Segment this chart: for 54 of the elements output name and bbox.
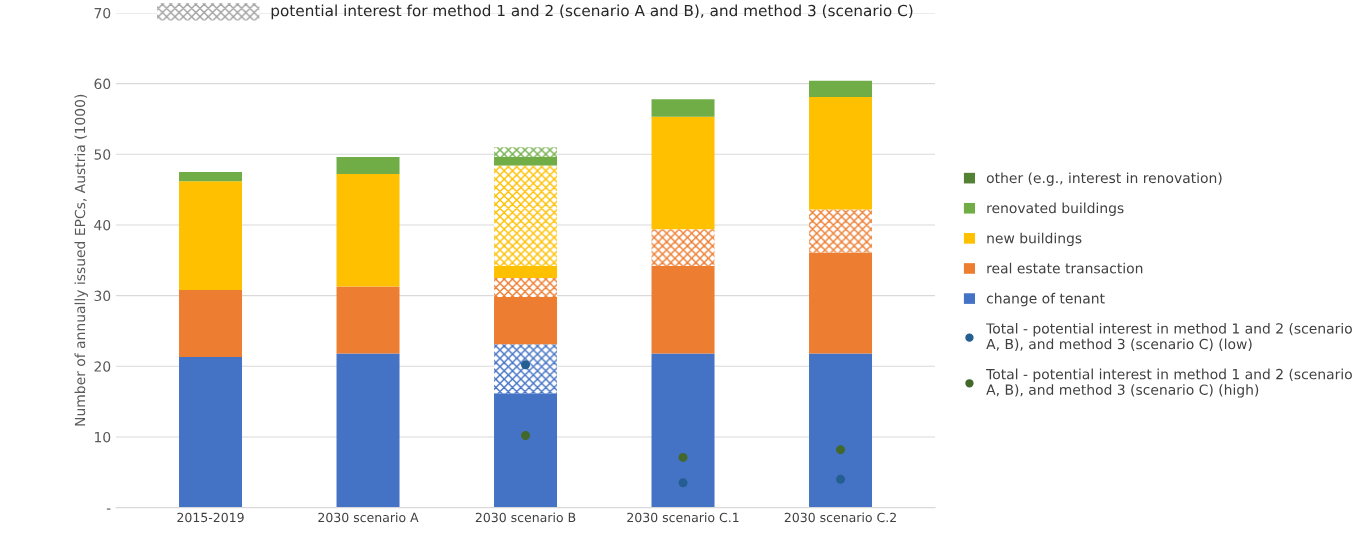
bar: [494, 297, 558, 345]
bar: [651, 229, 715, 266]
point: [521, 431, 531, 441]
legend-label: renovated buildings: [987, 202, 1124, 216]
bar: [651, 265, 715, 354]
y-axis-title: Number of annually issued EPCs, Austria (1000): [74, 94, 88, 426]
bar: [336, 174, 400, 287]
point: [678, 478, 688, 488]
legend-label: new buildings: [987, 232, 1082, 247]
bar: [809, 252, 873, 354]
legend-label: Total - potential interest in method 1 and 2 (scenario A, B), and method 3 (scenario C) (high): [986, 368, 1352, 398]
bar: [651, 99, 715, 117]
bar: [809, 209, 873, 253]
bar: [336, 353, 400, 508]
bar: [651, 116, 715, 230]
bar: [809, 97, 873, 210]
x-tick-label: 2030 scenario C.2: [784, 512, 896, 523]
y-tick-label: 10: [95, 431, 111, 443]
bar: [494, 265, 558, 278]
bar: [494, 165, 558, 266]
y-tick-label: 20: [94, 361, 111, 372]
bar: [494, 393, 558, 508]
x-tick-label: 2030 scenario C.1: [627, 512, 739, 523]
legend-label: change of tenant: [986, 292, 1105, 307]
bar: [336, 286, 400, 354]
bar: [179, 357, 243, 508]
point: [836, 474, 846, 484]
bar: [809, 353, 873, 508]
bar: [494, 147, 558, 158]
bar: [809, 80, 873, 98]
bar: [494, 157, 558, 166]
bar: [179, 181, 243, 290]
bar: [336, 157, 400, 175]
bar: [494, 277, 558, 298]
legend-label: Total - potential interest in method 1 and 2 (scenario A, B), and method 3 (scenario C) (low): [986, 322, 1352, 351]
y-tick-label: 30: [94, 290, 111, 302]
x-tick-label: 2015-2019: [177, 512, 244, 523]
y-tick-label: -: [106, 508, 111, 510]
y-tick-label: 60: [94, 78, 111, 90]
point: [836, 445, 846, 455]
y-tick-label: 50: [94, 149, 111, 160]
y-tick-label: 40: [94, 219, 111, 231]
bar: [651, 353, 715, 508]
x-tick-label: 2030 scenario B: [475, 512, 576, 523]
legend-label: other (e.g., interest in renovation): [986, 172, 1222, 186]
bar: [179, 289, 243, 358]
point: [521, 360, 531, 370]
legend-label: real estate transaction: [987, 262, 1143, 274]
annotation: potential interest for method 1 and 2 (scenario A and B), and method 3 (scenario C): [271, 4, 913, 20]
x-tick-label: 2030 scenario A: [318, 512, 419, 523]
y-tick-label: 70: [94, 7, 111, 19]
bar: [494, 344, 558, 394]
bar: [179, 171, 243, 182]
point: [678, 452, 688, 462]
